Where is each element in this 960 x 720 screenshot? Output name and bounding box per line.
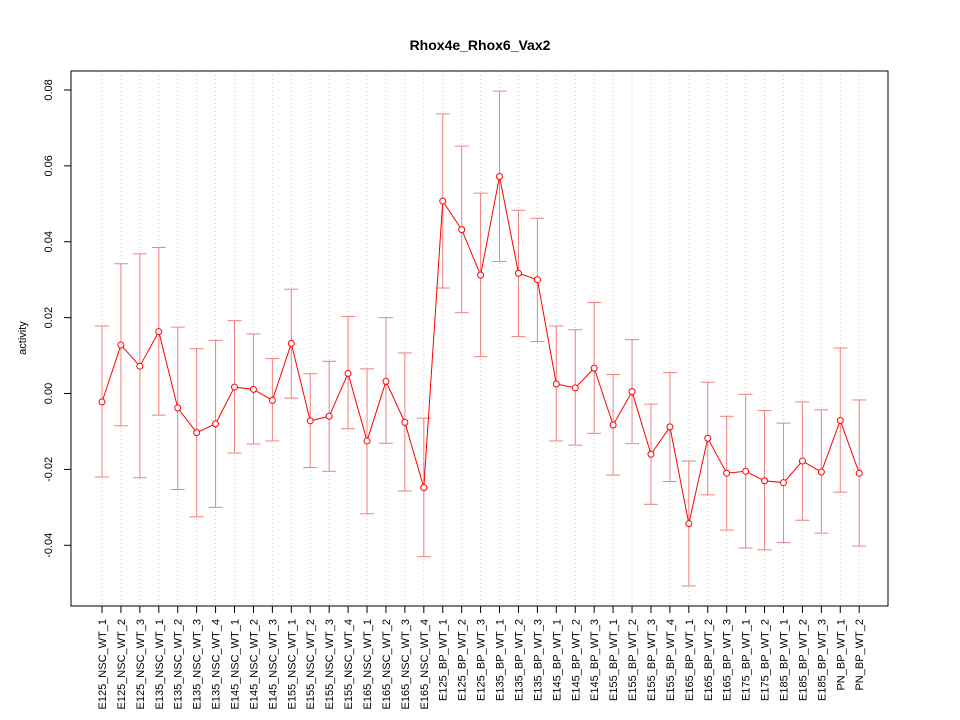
data-point: [590, 364, 598, 372]
x-tick-label: E125_BP_WT_3: [476, 619, 488, 701]
data-point: [212, 420, 220, 428]
x-tick-label: E135_NSC_WT_2: [173, 619, 185, 710]
x-tick-label: PN_BP_WT_2: [854, 619, 866, 691]
x-tick-label: E155_NSC_WT_3: [324, 619, 336, 710]
x-tick-label: E165_BP_WT_2: [703, 619, 715, 701]
y-tick-label: 0.00: [43, 383, 55, 404]
data-point: [477, 271, 485, 279]
data-point: [458, 226, 466, 234]
x-tick-label: E155_BP_WT_4: [665, 619, 677, 701]
x-tick-label: E145_NSC_WT_3: [267, 619, 279, 710]
data-point: [439, 197, 447, 205]
x-tick-label: E125_NSC_WT_2: [116, 619, 128, 710]
data-point: [382, 377, 390, 385]
x-tick-label: E145_BP_WT_3: [589, 619, 601, 701]
x-tick-label: E165_NSC_WT_4: [419, 619, 431, 710]
data-point: [552, 380, 560, 388]
data-point: [704, 434, 712, 442]
x-tick-label: E165_BP_WT_1: [684, 619, 696, 701]
data-point: [571, 384, 579, 392]
x-tick-label: E135_BP_WT_3: [532, 619, 544, 701]
data-point: [496, 172, 504, 180]
x-tick-label: E175_BP_WT_1: [741, 619, 753, 701]
x-tick-label: PN_BP_WT_1: [835, 619, 847, 691]
data-point: [287, 339, 295, 347]
y-tick-label: 0.02: [43, 307, 55, 328]
x-tick-label: E155_NSC_WT_4: [343, 619, 355, 710]
data-point: [779, 479, 787, 487]
data-point: [533, 276, 541, 284]
x-tick-label: E165_NSC_WT_2: [381, 619, 393, 710]
chart-title: Rhox4e_Rhox6_Vax2: [410, 37, 551, 53]
data-point: [363, 437, 371, 445]
x-tick-label: E165_BP_WT_3: [722, 619, 734, 701]
data-points: [98, 172, 863, 528]
data-point: [628, 388, 636, 396]
x-tick-label: E155_NSC_WT_1: [286, 619, 298, 710]
x-tick-label: E185_BP_WT_1: [778, 619, 790, 701]
x-tick-label: E165_NSC_WT_3: [400, 619, 412, 710]
data-point: [401, 418, 409, 426]
x-tick-label: E145_BP_WT_1: [551, 619, 563, 701]
x-tick-label: E145_BP_WT_2: [570, 619, 582, 701]
data-point: [798, 457, 806, 465]
x-tick-label: E135_BP_WT_2: [513, 619, 525, 701]
y-tick-label: 0.06: [43, 155, 55, 176]
data-point: [685, 520, 693, 528]
x-tick-label: E155_BP_WT_2: [627, 619, 639, 701]
y-tick-label: -0.02: [43, 457, 55, 482]
data-point: [647, 450, 655, 458]
data-point: [420, 484, 428, 492]
x-tick-label: E145_NSC_WT_2: [248, 619, 260, 710]
data-point: [514, 269, 522, 277]
x-tick-label: E135_BP_WT_1: [495, 619, 507, 701]
data-point: [117, 341, 125, 349]
x-axis: E125_NSC_WT_1 E125_NSC_WT_2 E125_NSC_WT_3 E…: [97, 606, 866, 710]
data-point: [817, 468, 825, 476]
x-tick-label: E165_NSC_WT_1: [362, 619, 374, 710]
data-point: [268, 396, 276, 404]
x-tick-label: E175_BP_WT_2: [760, 619, 772, 701]
data-point: [249, 385, 257, 393]
x-tick-label: E135_NSC_WT_4: [211, 619, 223, 710]
x-tick-label: E125_NSC_WT_3: [135, 619, 147, 710]
data-point: [836, 416, 844, 424]
x-tick-label: E155_NSC_WT_2: [305, 619, 317, 710]
x-tick-label: E135_NSC_WT_1: [154, 619, 166, 710]
data-point: [742, 467, 750, 475]
data-point: [193, 429, 201, 437]
y-axis-label: activity: [17, 321, 29, 355]
plot-frame: [70, 70, 889, 607]
x-tick-label: E125_BP_WT_2: [457, 619, 469, 701]
x-tick-label: E185_BP_WT_2: [797, 619, 809, 701]
data-point: [231, 383, 239, 391]
data-point: [666, 423, 674, 431]
data-point: [306, 417, 314, 425]
x-tick-label: E125_NSC_WT_1: [97, 619, 109, 710]
data-point: [136, 362, 144, 370]
data-point: [325, 412, 333, 420]
data-point: [855, 469, 863, 477]
y-tick-label: 0.08: [43, 79, 55, 100]
data-point: [609, 421, 617, 429]
x-tick-label: E155_BP_WT_3: [646, 619, 658, 701]
x-tick-label: E145_NSC_WT_1: [230, 619, 242, 710]
x-tick-label: E135_NSC_WT_3: [192, 619, 204, 710]
data-point: [98, 398, 106, 406]
data-point: [723, 469, 731, 477]
y-tick-label: -0.04: [43, 533, 55, 558]
data-point: [344, 369, 352, 377]
y-tick-label: 0.04: [43, 231, 55, 252]
y-axis: -0.04 -0.02 0.00 0.02 0.04 0.06 0.08: [43, 79, 72, 558]
data-point: [155, 328, 163, 336]
x-tick-label: E125_BP_WT_1: [438, 619, 450, 701]
x-tick-label: E185_BP_WT_3: [816, 619, 828, 701]
x-tick-label: E155_BP_WT_1: [608, 619, 620, 701]
data-point: [761, 477, 769, 485]
data-point: [174, 404, 182, 412]
